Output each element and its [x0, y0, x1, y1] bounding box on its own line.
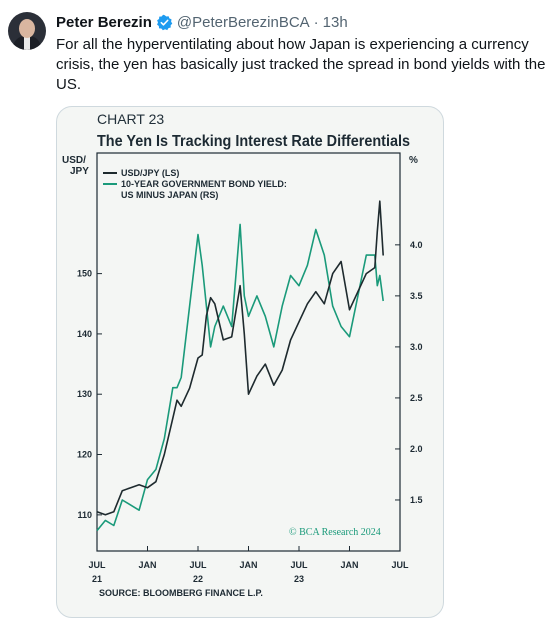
usdjpy-line [96, 200, 384, 516]
x-year-label: 21 [92, 574, 102, 584]
x-axis-ticks: JUL 21 JAN JUL 22 JAN JUL 23 JAN JUL [88, 546, 409, 584]
right-axis-label: % [409, 155, 418, 166]
header-separator: · [313, 13, 319, 31]
tweet-header: Peter Berezin @PeterBerezinBCA · 13h [56, 12, 348, 32]
right-tick-label: 4.0 [410, 240, 423, 250]
chart-title: The Yen Is Tracking Interest Rate Differ… [97, 133, 410, 150]
chart-svg: CHART 23 The Yen Is Tracking Interest Ra… [62, 111, 423, 598]
right-tick-label: 2.5 [410, 393, 423, 403]
chart-image-card[interactable]: CHART 23 The Yen Is Tracking Interest Ra… [56, 106, 444, 618]
left-axis-label-line1: USD/ [62, 155, 86, 166]
yield-spread-line [96, 223, 384, 532]
avatar-face [19, 19, 35, 38]
left-tick-label: 120 [77, 450, 92, 460]
x-tick-label: JAN [340, 560, 358, 570]
x-tick-label: JUL [391, 560, 409, 570]
x-tick-label: JUL [189, 560, 207, 570]
chart-label: CHART 23 [97, 111, 164, 127]
x-tick-label: JUL [290, 560, 308, 570]
right-tick-label: 3.5 [410, 291, 423, 301]
author-handle[interactable]: @PeterBerezinBCA [176, 13, 310, 31]
left-tick-label: 140 [77, 329, 92, 339]
series-lines [96, 200, 384, 532]
chart-source: SOURCE: BLOOMBERG FINANCE L.P. [99, 588, 263, 598]
x-year-label: 23 [294, 574, 304, 584]
right-tick-label: 3.0 [410, 342, 423, 352]
x-tick-label: JAN [138, 560, 156, 570]
tweet-timestamp[interactable]: 13h [322, 13, 348, 31]
left-tick-label: 150 [77, 269, 92, 279]
verified-badge-icon [156, 14, 173, 30]
left-tick-label: 130 [77, 389, 92, 399]
author-name[interactable]: Peter Berezin [56, 13, 152, 31]
right-tick-label: 1.5 [410, 495, 423, 505]
legend-entry-yield-line2: US MINUS JAPAN (RS) [121, 190, 218, 200]
legend: USD/JPY (LS) 10-YEAR GOVERNMENT BOND YIE… [103, 168, 287, 200]
chart-copyright: © BCA Research 2024 [289, 527, 381, 538]
x-tick-label: JUL [88, 560, 106, 570]
x-year-label: 22 [193, 574, 203, 584]
avatar-shirt [24, 36, 30, 50]
author-avatar[interactable] [8, 12, 46, 50]
left-axis-label-line2: JPY [70, 166, 89, 177]
x-tick-label: JAN [239, 560, 257, 570]
tweet-text: For all the hyperventilating about how J… [56, 36, 546, 93]
right-tick-label: 2.0 [410, 444, 423, 454]
right-axis-ticks: 1.5 2.0 2.5 3.0 3.5 4.0 [395, 240, 423, 505]
left-tick-label: 110 [77, 510, 92, 520]
legend-entry-yield-line1: 10-YEAR GOVERNMENT BOND YIELD: [121, 179, 287, 189]
left-axis-ticks: 110 120 130 140 150 [77, 269, 102, 520]
plot-frame [96, 152, 401, 552]
legend-entry-usdjpy: USD/JPY (LS) [121, 168, 179, 178]
